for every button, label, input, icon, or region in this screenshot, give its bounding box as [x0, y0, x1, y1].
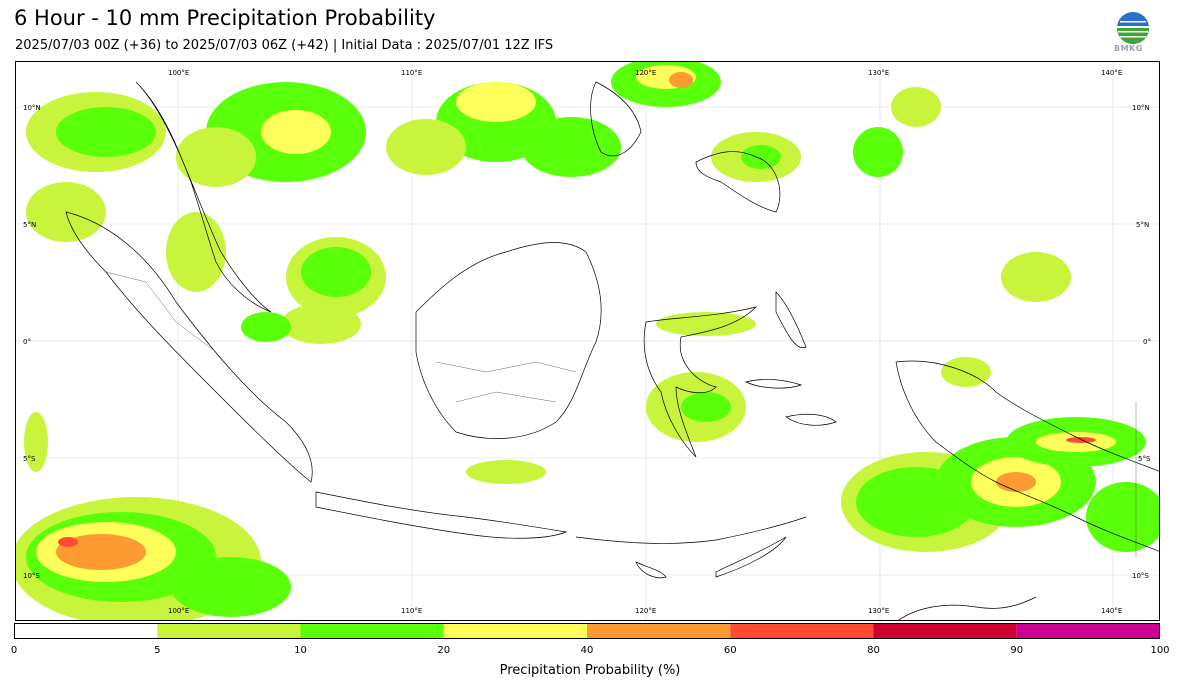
colorbar-tick-label: 100 [1150, 645, 1170, 656]
colorbar-segment [300, 623, 444, 639]
lat-label: 5°S [1138, 455, 1151, 463]
colorbar-tick-label: 80 [867, 645, 880, 656]
lat-label: 10°S [23, 572, 40, 580]
lat-labels-left: 10°N 5°N 0° 5°S 10°S [23, 104, 41, 580]
colorbar-segment [443, 623, 587, 639]
lon-labels-bottom: 100°E 110°E 120°E 130°E 140°E [168, 607, 1122, 615]
lon-label: 100°E [168, 69, 189, 77]
colorbar-border [14, 623, 1160, 639]
colorbar-tick-label: 5 [154, 645, 161, 656]
colorbar-segment [1016, 623, 1160, 639]
colorbar-segment [157, 623, 301, 639]
lon-label: 100°E [168, 607, 189, 615]
colorbar-tick-label: 40 [580, 645, 594, 656]
lat-label: 10°N [1132, 104, 1150, 112]
colorbar-tick-label: 20 [437, 645, 451, 656]
lon-label: 110°E [401, 69, 422, 77]
colorbar-tick-label: 90 [1010, 645, 1024, 656]
map-frame: 100°E 110°E 120°E 130°E 140°E 100°E 110°… [15, 61, 1160, 621]
colorbar-segment [873, 623, 1017, 639]
lon-label: 120°E [635, 607, 656, 615]
lat-labels-right: 10°N 5°N 0° 5°S 10°S [1132, 104, 1151, 580]
admin-borders [105, 271, 1137, 557]
lon-labels-top: 100°E 110°E 120°E 130°E 140°E [168, 69, 1122, 77]
chart-title: 6 Hour - 10 mm Precipitation Probability [14, 6, 436, 30]
precipitation-map: 100°E 110°E 120°E 130°E 140°E 100°E 110°… [16, 62, 1159, 620]
colorbar-segment [587, 623, 731, 639]
lon-label: 110°E [401, 607, 422, 615]
colorbar-label: Precipitation Probability (%) [499, 663, 681, 678]
colorbar-tick-label: 60 [723, 645, 737, 656]
colorbar-tick-label: 0 [10, 645, 18, 656]
lat-label: 0° [23, 338, 31, 346]
lat-label: 5°N [1136, 221, 1149, 229]
coastlines [65, 81, 1159, 620]
colorbar [14, 623, 1160, 639]
bmkg-globe-icon [1117, 12, 1149, 44]
lon-label: 140°E [1101, 69, 1122, 77]
chart-subtitle: 2025/07/03 00Z (+36) to 2025/07/03 06Z (… [15, 38, 554, 53]
lat-label: 5°N [23, 221, 36, 229]
colorbar-segment [14, 623, 158, 639]
lat-label: 10°N [23, 104, 41, 112]
precipitation-field [16, 62, 1159, 620]
lon-label: 120°E [635, 69, 656, 77]
logo-text: BMKG [1114, 44, 1143, 53]
lon-label: 130°E [868, 69, 889, 77]
lat-label: 0° [1143, 338, 1151, 346]
lon-label: 140°E [1101, 607, 1122, 615]
lat-label: 10°S [1132, 572, 1149, 580]
lat-label: 5°S [23, 455, 36, 463]
lon-label: 130°E [868, 607, 889, 615]
colorbar-tick-label: 10 [294, 645, 307, 656]
colorbar-segment [730, 623, 874, 639]
